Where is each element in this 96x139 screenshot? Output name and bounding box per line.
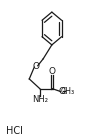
Text: O: O	[33, 62, 39, 71]
Text: NH₂: NH₂	[32, 95, 48, 104]
Text: O: O	[49, 67, 56, 76]
Text: HCl: HCl	[6, 126, 23, 136]
Text: CH₃: CH₃	[60, 87, 75, 96]
Text: O: O	[58, 87, 65, 96]
